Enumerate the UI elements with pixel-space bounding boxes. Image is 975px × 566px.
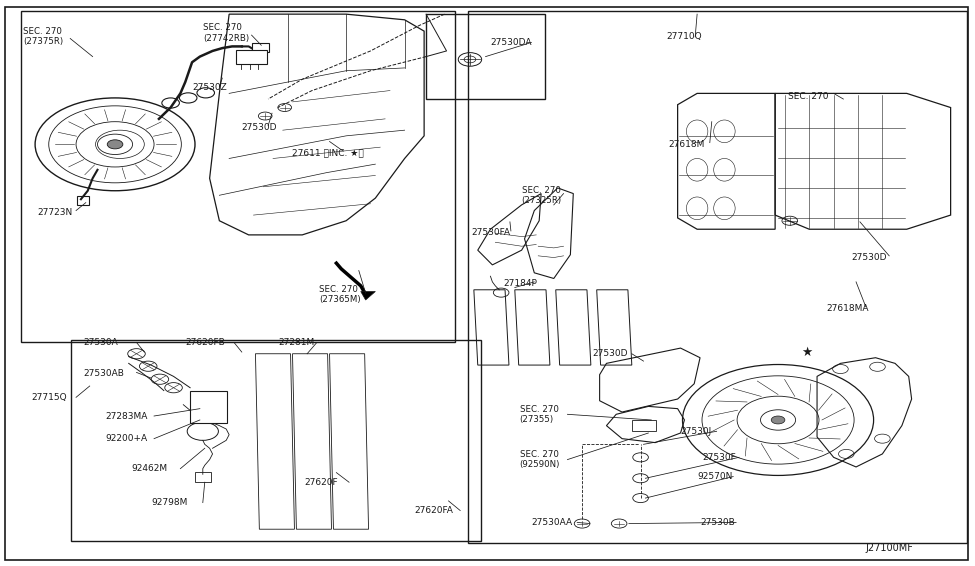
Text: SEC. 270
(27365M): SEC. 270 (27365M)	[319, 285, 361, 304]
Bar	[632, 420, 656, 431]
Text: 27184P: 27184P	[503, 278, 537, 288]
Circle shape	[633, 474, 648, 483]
Text: 27281M: 27281M	[278, 338, 314, 347]
Bar	[468, 11, 967, 543]
Text: 27618MA: 27618MA	[827, 304, 870, 313]
Text: 27530A: 27530A	[84, 338, 119, 347]
Text: 92798M: 92798M	[151, 498, 187, 507]
Text: 27530FA: 27530FA	[471, 228, 510, 237]
Text: 27530B: 27530B	[700, 518, 735, 527]
Bar	[190, 391, 227, 423]
Text: 27530F: 27530F	[702, 453, 736, 462]
Text: SEC. 270
(27375R): SEC. 270 (27375R)	[23, 27, 63, 46]
Text: J27100MF: J27100MF	[866, 543, 914, 553]
Text: 27530J: 27530J	[681, 427, 712, 436]
Circle shape	[574, 519, 590, 528]
Text: 27530DA: 27530DA	[490, 38, 532, 47]
Text: 27530D: 27530D	[851, 253, 886, 262]
Text: 27530Z: 27530Z	[192, 83, 227, 92]
Polygon shape	[361, 291, 375, 300]
Text: 27618M: 27618M	[668, 140, 704, 149]
Bar	[195, 472, 211, 482]
Text: 27283MA: 27283MA	[105, 411, 147, 421]
Text: 27530D: 27530D	[593, 349, 628, 358]
Text: 27530AB: 27530AB	[84, 369, 125, 378]
Bar	[236, 50, 267, 64]
Bar	[71, 340, 481, 541]
Bar	[426, 14, 545, 99]
Circle shape	[771, 416, 785, 424]
Bar	[21, 11, 455, 342]
Circle shape	[611, 519, 627, 528]
Text: 27620FA: 27620FA	[414, 506, 453, 515]
Text: 27530AA: 27530AA	[531, 518, 572, 527]
Text: SEC. 270
(27355): SEC. 270 (27355)	[520, 405, 559, 424]
Text: 27723N: 27723N	[37, 208, 72, 217]
Text: 92200+A: 92200+A	[105, 434, 147, 443]
Text: 27620FB: 27620FB	[185, 338, 225, 347]
Circle shape	[107, 140, 123, 149]
Text: SEC. 270: SEC. 270	[788, 92, 829, 101]
Bar	[77, 196, 89, 205]
Text: 92462M: 92462M	[132, 464, 168, 473]
Circle shape	[633, 453, 648, 462]
Text: 92570N: 92570N	[697, 472, 732, 481]
Text: 27530D: 27530D	[242, 123, 277, 132]
Text: 27710Q: 27710Q	[666, 32, 702, 41]
Text: 27620F: 27620F	[304, 478, 337, 487]
Text: 27611 〈INC. ★〉: 27611 〈INC. ★〉	[292, 148, 365, 157]
Text: SEC. 270
(27325R): SEC. 270 (27325R)	[522, 186, 562, 205]
Circle shape	[633, 494, 648, 503]
Text: 27715Q: 27715Q	[31, 393, 67, 402]
Text: SEC. 270
(92590N): SEC. 270 (92590N)	[520, 450, 560, 469]
Text: ★: ★	[801, 346, 813, 358]
Bar	[252, 43, 269, 52]
Text: SEC. 270
(27742RB): SEC. 270 (27742RB)	[203, 23, 249, 42]
